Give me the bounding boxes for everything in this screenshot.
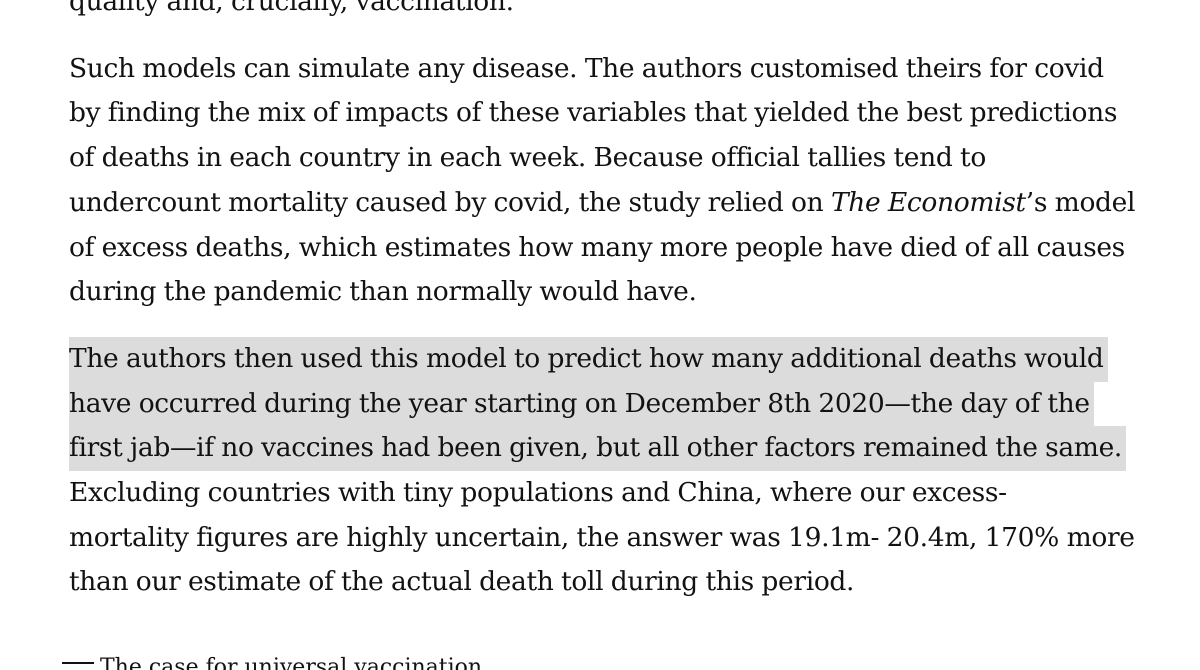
text-line: of excess deaths, which estimates how ma… xyxy=(69,231,1125,263)
text-line: during the pandemic than normally would … xyxy=(69,276,697,308)
text-segment: undercount mortality caused by covid, th… xyxy=(69,186,831,218)
text-line: mortality figures are highly uncertain, … xyxy=(69,521,1135,553)
text-line: than our estimate of the actual death to… xyxy=(69,566,855,598)
highlighted-line[interactable]: first jab—if no vaccines had been given,… xyxy=(69,426,1179,472)
paragraph-vaccine-estimate[interactable]: The authors then used this model to pred… xyxy=(69,336,1179,605)
text-line: quality and, crucially, vaccination. xyxy=(69,0,514,17)
text-line: undercount mortality caused by covid, th… xyxy=(69,181,1179,226)
text-line: of deaths in each country in each week. … xyxy=(69,142,986,174)
highlighted-line[interactable]: have occurred during the year starting o… xyxy=(69,381,1179,427)
paragraph-intro-tail: quality and, crucially, vaccination. xyxy=(69,0,1179,25)
highlighted-line[interactable]: The authors then used this model to pred… xyxy=(69,336,1179,382)
text-line: Such models can simulate any disease. Th… xyxy=(69,52,1104,84)
selected-text[interactable]: first jab—if no vaccines had been given,… xyxy=(69,426,1126,472)
related-article-link[interactable]: The case for universal vaccination xyxy=(100,655,483,670)
text-line: by finding the mix of impacts of these v… xyxy=(69,97,1118,129)
article-body: quality and, crucially, vaccination. Suc… xyxy=(69,0,1179,627)
publication-name: The Economist xyxy=(830,186,1026,218)
selected-text[interactable]: have occurred during the year starting o… xyxy=(69,381,1094,427)
selected-text[interactable]: The authors then used this model to pred… xyxy=(69,336,1108,382)
paragraph-models: Such models can simulate any disease. Th… xyxy=(69,47,1179,315)
text-segment: ’s model xyxy=(1025,186,1136,218)
text-line: Excluding countries with tiny population… xyxy=(69,477,1007,509)
footer-rule xyxy=(62,662,94,664)
